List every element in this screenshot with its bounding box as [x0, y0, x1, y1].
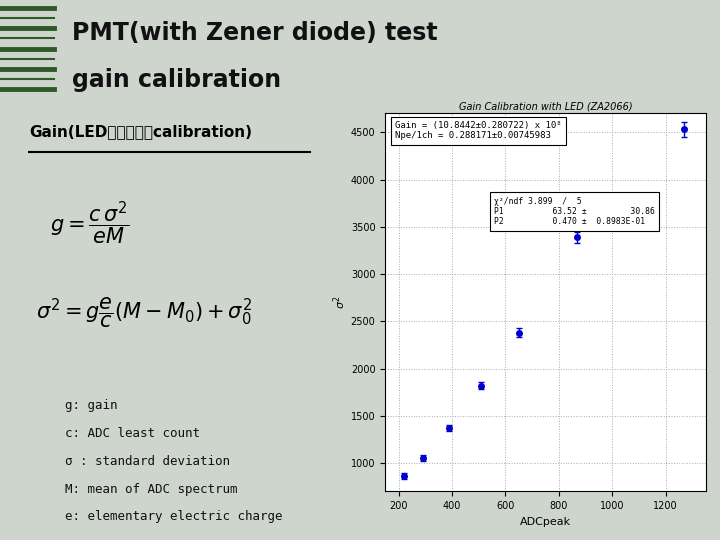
Text: PMT(with Zener diode) test: PMT(with Zener diode) test — [72, 22, 438, 45]
Text: M: mean of ADC spectrum: M: mean of ADC spectrum — [65, 483, 238, 496]
Text: $g = \dfrac{c\,\sigma^2}{eM}$: $g = \dfrac{c\,\sigma^2}{eM}$ — [50, 199, 130, 247]
Title: Gain Calibration with LED (ZA2066): Gain Calibration with LED (ZA2066) — [459, 101, 632, 111]
Text: χ²/ndf 3.899  /  5
P1          63.52 ±         30.86
P2          0.470 ±  0.8983: χ²/ndf 3.899 / 5 P1 63.52 ± 30.86 P2 0.4… — [494, 197, 655, 226]
Y-axis label: $\sigma^2$: $\sigma^2$ — [331, 295, 348, 309]
Text: e: elementary electric charge: e: elementary electric charge — [65, 510, 282, 523]
Text: σ : standard deviation: σ : standard deviation — [65, 455, 230, 468]
Text: $\sigma^2 = g\dfrac{e}{c}(M - M_0) + \sigma_0^2$: $\sigma^2 = g\dfrac{e}{c}(M - M_0) + \si… — [36, 295, 252, 329]
Text: c: ADC least count: c: ADC least count — [65, 427, 200, 440]
Text: Gain(LEDを使用してcalibration): Gain(LEDを使用してcalibration) — [29, 125, 252, 140]
X-axis label: ADCpeak: ADCpeak — [520, 517, 571, 526]
Text: g: gain: g: gain — [65, 399, 117, 412]
Text: gain calibration: gain calibration — [72, 68, 281, 92]
Text: Gain = (10.8442±0.280722) x 10⁸
Npe/1ch = 0.288171±0.00745983: Gain = (10.8442±0.280722) x 10⁸ Npe/1ch … — [395, 121, 562, 140]
